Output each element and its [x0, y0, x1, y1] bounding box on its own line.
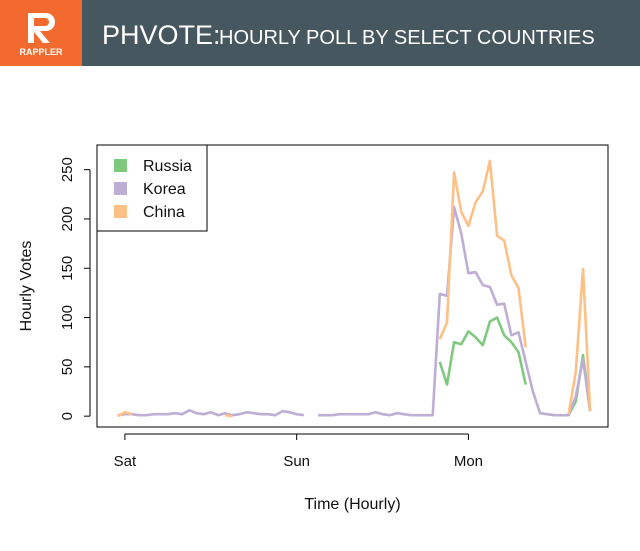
y-tick-label: 50 — [59, 359, 76, 376]
x-tick-label: Mon — [454, 453, 483, 470]
series-line — [438, 316, 592, 416]
legend-swatch — [114, 159, 127, 172]
y-tick-label: 250 — [59, 157, 76, 182]
legend-swatch — [114, 205, 127, 218]
x-tick-label: Sat — [114, 453, 137, 470]
y-tick-label: 150 — [59, 256, 76, 281]
header-tag: PHVOTE: — [102, 20, 221, 50]
x-tick-label: Sun — [283, 453, 310, 470]
chart: 0 50 100 150 200 250 Sat Sun Mon Time (Hourly) Hou… — [18, 144, 609, 513]
legend-swatch — [114, 182, 127, 195]
header-bar — [82, 0, 640, 66]
legend-label: Korea — [143, 181, 186, 198]
series-line — [117, 205, 592, 417]
plot-frame — [96, 144, 609, 428]
x-axis-title: Time (Hourly) — [304, 496, 400, 513]
y-tick-label: 200 — [59, 206, 76, 231]
y-tick-label: 100 — [59, 305, 76, 330]
y-axis-title: Hourly Votes — [18, 241, 35, 332]
brand: RAPPLER — [19, 47, 63, 57]
y-tick-label: 0 — [59, 412, 76, 420]
logo-mark — [28, 13, 55, 43]
legend-label: Russia — [143, 158, 192, 175]
series-line — [117, 159, 592, 418]
legend-label: China — [143, 204, 185, 221]
header-title: HOURLY POLL BY SELECT COUNTRIES — [219, 27, 595, 49]
